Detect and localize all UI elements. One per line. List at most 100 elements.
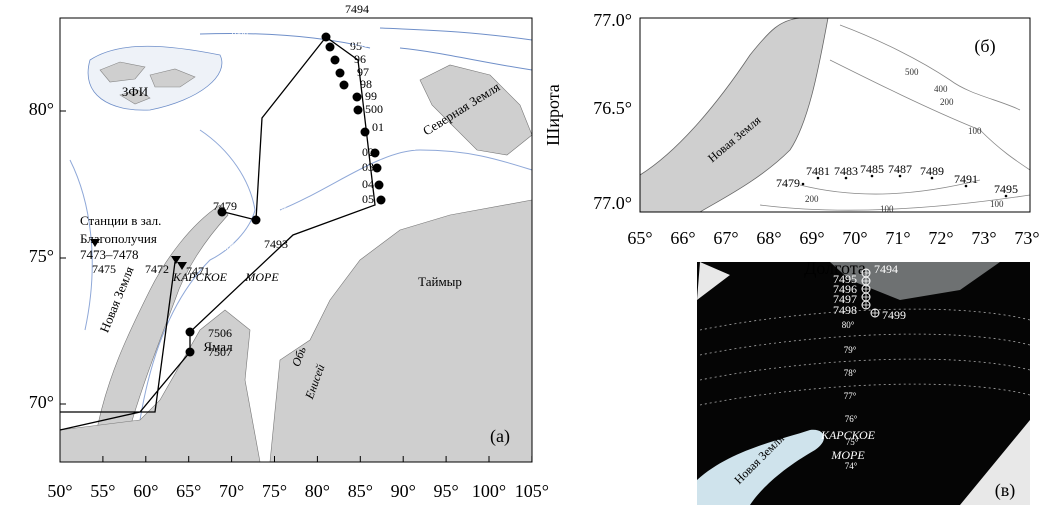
contour-label: 200	[262, 189, 276, 199]
station-label: 7507	[208, 345, 232, 359]
station-label: 7472	[145, 262, 169, 276]
note-text: Станции в зал.	[80, 213, 161, 228]
station-label: 500	[365, 102, 383, 116]
station-marker	[361, 128, 370, 137]
station-marker	[326, 43, 335, 52]
figure: 50° 55° 60° 65° 70° 75° 80° 85° 90° 95° 100° 105° 80…	[0, 0, 1041, 512]
place-label: Таймыр	[418, 274, 462, 289]
station-marker	[186, 348, 195, 357]
x-tick-label: 50°	[47, 481, 72, 501]
panel-label: (в)	[995, 480, 1016, 501]
contour-label: 1000	[350, 39, 369, 49]
station-label: 7506	[208, 326, 232, 340]
station-label: 05	[362, 192, 374, 206]
station-label: 96	[354, 52, 366, 66]
y-tick-label: 77.0°	[593, 10, 632, 30]
contour-label: 1000	[230, 30, 249, 40]
x-tick-label: 67°	[713, 228, 738, 248]
x-tick-label: 55°	[90, 481, 115, 501]
y-tick-label: 77.0°	[593, 193, 632, 213]
contour-label: 3000	[468, 34, 487, 44]
station-label: 7498	[833, 303, 857, 317]
latitude-label: 79°	[844, 345, 857, 355]
x-tick-label: 100°	[472, 481, 506, 501]
x-tick-label: 73°	[1014, 228, 1039, 248]
station-marker	[802, 183, 805, 186]
y-tick-label: 70°	[29, 392, 54, 412]
station-label: 7489	[920, 164, 944, 178]
x-tick-label: 105°	[515, 481, 549, 501]
note-text: 7473–7478	[80, 247, 139, 262]
place-label: КАРСКОЕ	[820, 428, 876, 442]
station-label: 99	[365, 89, 377, 103]
y-tick-label: 80°	[29, 99, 54, 119]
x-tick-label: 60°	[133, 481, 158, 501]
station-label: 7485	[860, 162, 884, 176]
contour-label: 100	[274, 206, 288, 216]
y-tick-label: 75°	[29, 246, 54, 266]
station-label: 7481	[806, 164, 830, 178]
station-marker	[331, 56, 340, 65]
station-marker	[377, 196, 386, 205]
latitude-label: 77°	[844, 391, 857, 401]
place-label: ЗФИ	[122, 84, 148, 99]
latitude-label: 74°	[845, 461, 858, 471]
station-label: 7471	[186, 264, 210, 278]
station-label: 7483	[834, 164, 858, 178]
station-marker	[252, 216, 261, 225]
station-marker	[336, 69, 345, 78]
x-tick-label: 65°	[627, 228, 652, 248]
x-tick-label: 90°	[391, 481, 416, 501]
contour-label: 200	[805, 194, 819, 204]
station-label: 7494	[345, 2, 369, 16]
contour-label: 100	[990, 199, 1004, 209]
station-label: 7493	[264, 237, 288, 251]
station-marker	[353, 93, 362, 102]
x-tick-label: 65°	[176, 481, 201, 501]
station-label: 03	[362, 160, 374, 174]
x-tick-label: 80°	[305, 481, 330, 501]
latitude-label: 80°	[842, 320, 855, 330]
x-tick-label: 69°	[799, 228, 824, 248]
contour-label: 400	[934, 84, 948, 94]
station-marker	[322, 33, 331, 42]
contour-label: 200	[940, 97, 954, 107]
station-marker	[186, 328, 195, 337]
x-tick-label: 73°	[971, 228, 996, 248]
x-tick-label: 75°	[262, 481, 287, 501]
panel-label: (a)	[490, 426, 510, 447]
place-label: МОРЕ	[830, 448, 865, 462]
station-label: 7491	[954, 172, 978, 186]
x-tick-label: 68°	[756, 228, 781, 248]
y-tick-label: 76.5°	[593, 98, 632, 118]
x-tick-label: 70°	[842, 228, 867, 248]
station-label: 02	[362, 145, 374, 159]
latitude-label: 78°	[844, 368, 857, 378]
contour-label: 200	[222, 242, 236, 252]
contour-label: 100	[880, 204, 894, 214]
station-marker	[354, 106, 363, 115]
latitude-label: 76°	[845, 414, 858, 424]
station-label: 7499	[882, 308, 906, 322]
x-tick-label: 95°	[433, 481, 458, 501]
x-tick-label: 72°	[928, 228, 953, 248]
station-label: 7475	[92, 262, 116, 276]
station-label: 7495	[994, 182, 1018, 196]
station-label: 01	[372, 120, 384, 134]
contour-label: 500	[230, 128, 244, 138]
y-axis-title: Широта	[543, 84, 563, 146]
station-label: 7479	[213, 199, 237, 213]
station-marker	[340, 81, 349, 90]
x-tick-label: 71°	[885, 228, 910, 248]
note-text: Благополучия	[80, 231, 157, 246]
x-tick-label: 85°	[348, 481, 373, 501]
station-marker	[375, 181, 384, 190]
contour-label: 500	[905, 67, 919, 77]
x-tick-label: 66°	[670, 228, 695, 248]
contour-label: 100	[403, 142, 417, 152]
station-label: 7479	[776, 176, 800, 190]
panel-label: (б)	[974, 36, 995, 57]
x-tick-label: 70°	[219, 481, 244, 501]
station-label: 04	[362, 177, 374, 191]
station-label: 7487	[888, 162, 912, 176]
